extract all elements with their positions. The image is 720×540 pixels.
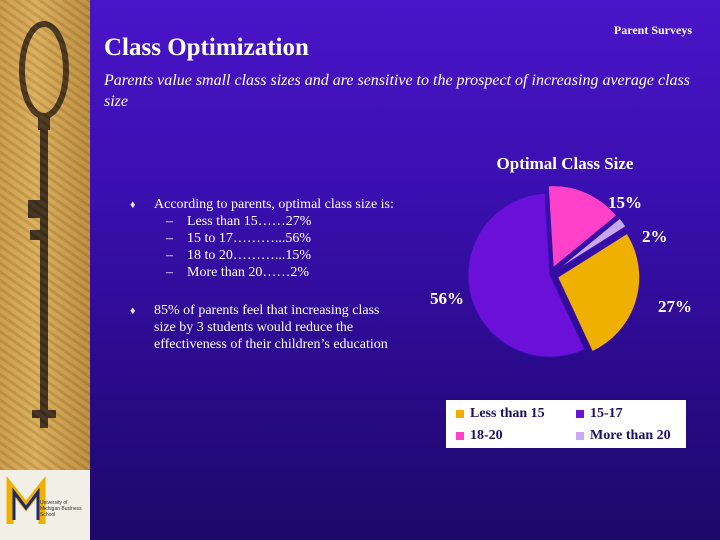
legend-item: Less than 15 [456, 406, 545, 422]
left-decor-strip: University of Michigan Business School [0, 0, 90, 540]
bullet-text: According to parents, optimal class size… [154, 197, 394, 212]
legend-item: 18-20 [456, 428, 503, 444]
bullet-list: ♦ According to parents, optimal class si… [130, 196, 400, 374]
legend-swatch [576, 432, 584, 440]
pie-data-label: 27% [658, 297, 692, 316]
sub-item-text: Less than 15……27% [187, 214, 312, 229]
pie-chart: 15%2% 27% 56% [430, 185, 692, 358]
page-title: Class Optimization [104, 34, 309, 61]
section-tag: Parent Surveys [613, 23, 692, 37]
pie-data-label: 56% [430, 289, 464, 308]
legend-swatch [456, 410, 464, 418]
sub-item-text: More than 20……2% [187, 265, 310, 280]
page-subtitle: Parents value small class sizes and are … [104, 72, 690, 110]
legend-swatch [456, 432, 464, 440]
sub-item: – Less than 15……27% [166, 214, 312, 229]
legend-item: More than 20 [576, 428, 671, 444]
sub-item-text: 18 to 20………...15% [187, 248, 312, 263]
legend-label: 15-17 [590, 406, 623, 421]
university-m-logo-icon [6, 476, 46, 524]
logo: University of Michigan Business School [0, 470, 90, 540]
diamond-bullet-icon: ♦ [130, 305, 136, 317]
diamond-bullet-icon: ♦ [130, 199, 136, 211]
bullet-item: ♦ According to parents, optimal class si… [130, 196, 400, 281]
key-icon [19, 21, 69, 428]
chart-title: Optimal Class Size [496, 154, 634, 173]
logo-text: University of Michigan Business School [40, 500, 82, 518]
legend-label: 18-20 [470, 428, 503, 443]
sub-item: –18 to 20………...15% [166, 248, 312, 263]
chart-legend: Less than 15 15-17 18-20 More than 20 [446, 400, 686, 448]
pie-slice [547, 185, 618, 269]
legend-swatch [576, 410, 584, 418]
pie-data-label: 15% [608, 193, 642, 212]
sub-item: –15 to 17………...56% [166, 231, 312, 246]
bullet-item: ♦ 85% of parents feel that increasing cl… [130, 302, 400, 353]
sub-item: – More than 20……2% [166, 265, 310, 280]
legend-label: Less than 15 [470, 406, 545, 421]
sub-item-text: 15 to 17………...56% [187, 231, 312, 246]
pie-slice [556, 217, 627, 271]
legend-item: 15-17 [576, 406, 623, 422]
pie-slice [467, 192, 586, 358]
pie-data-label: 2% [642, 227, 668, 246]
pie-slice [557, 232, 641, 353]
legend-label: More than 20 [590, 428, 671, 443]
bullet-text: 85% of parents feel that increasing clas… [154, 303, 388, 352]
